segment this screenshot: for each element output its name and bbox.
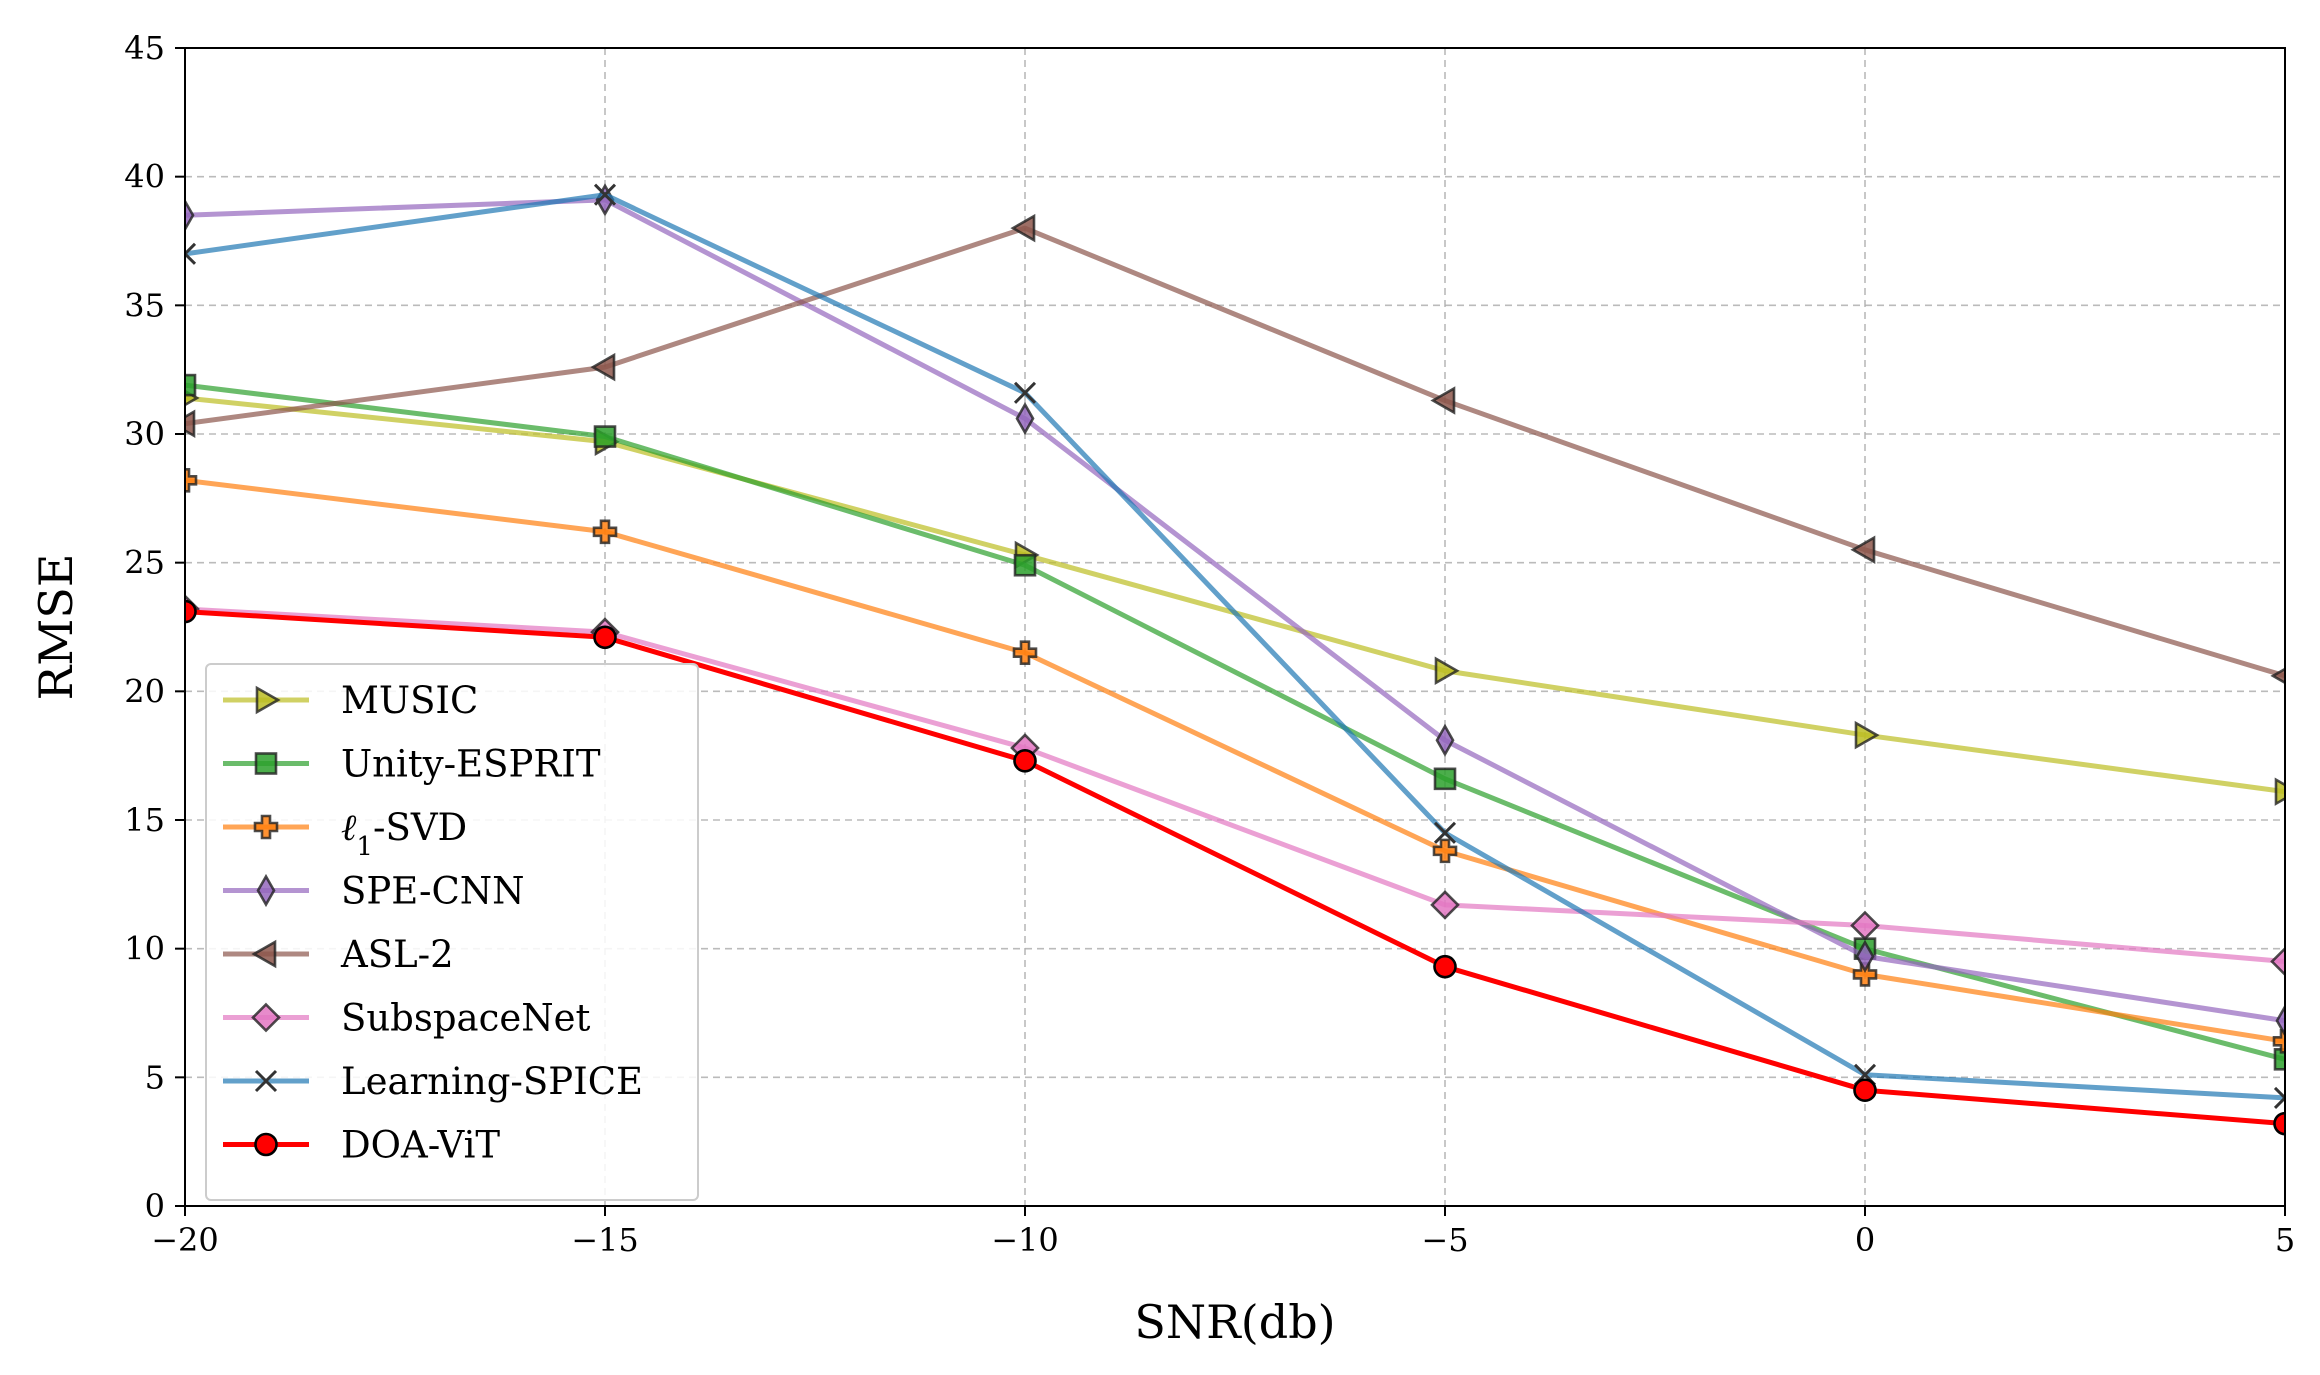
data-point xyxy=(1434,656,1460,685)
data-point xyxy=(2273,1086,2285,1109)
legend-label: Learning-SPICE xyxy=(341,1060,643,1103)
legend-label: MUSIC xyxy=(341,679,478,722)
axes: −20 −15 −10 −5 0 5 0 5 10 15 20 25 30 35 40 45 xyxy=(124,29,2295,1259)
data-point xyxy=(2275,1004,2285,1038)
x-tick-label: −5 xyxy=(1421,1221,1468,1259)
y-tick-label: 35 xyxy=(124,286,165,324)
legend-entry-4: ASL-2 xyxy=(223,933,454,976)
data-point xyxy=(1855,939,1875,974)
legend-entry-7: DOA-ViT xyxy=(223,1124,500,1167)
x-tick-label: 0 xyxy=(1855,1221,1875,1259)
series-2 xyxy=(185,468,2285,1054)
legend-label: DOA-ViT xyxy=(341,1124,500,1167)
y-axis-label: RMSE xyxy=(29,554,83,701)
series-7 xyxy=(185,599,2285,1136)
data-point xyxy=(1432,838,1458,864)
data-point xyxy=(185,198,195,232)
x-tick-label: −10 xyxy=(991,1221,1059,1259)
series-layer xyxy=(185,183,2285,1136)
data-point xyxy=(593,183,617,206)
data-point xyxy=(1430,386,1456,415)
data-point xyxy=(593,625,617,650)
legend-entry-0: MUSIC xyxy=(223,679,478,722)
y-tick-label: 45 xyxy=(124,29,165,67)
legend-label: ASL-2 xyxy=(340,933,454,976)
data-point xyxy=(1850,910,1880,941)
y-tick-label: 10 xyxy=(124,930,165,968)
legend-entry-3: SPE-CNN xyxy=(223,870,525,913)
data-point xyxy=(590,352,616,382)
y-tick-label: 30 xyxy=(124,415,165,453)
legend: MUSIC Unity-ESPRIT ℓ1-SVD SPE-CNN ASL-2 Subsp… xyxy=(205,663,699,1201)
legend-entry-2: ℓ1-SVD xyxy=(223,806,467,862)
series-line xyxy=(185,192,2285,1101)
series-line xyxy=(185,606,2285,965)
y-tick-label: 25 xyxy=(124,544,165,582)
data-point xyxy=(1015,401,1035,436)
data-point xyxy=(1433,821,1457,844)
data-point xyxy=(1850,535,1876,565)
legend-marker xyxy=(251,1002,281,1033)
legend-marker xyxy=(255,685,281,715)
data-point xyxy=(1853,1078,1877,1102)
legend-marker xyxy=(253,814,279,840)
data-point xyxy=(2273,1111,2285,1136)
data-point xyxy=(1854,720,1880,750)
data-point xyxy=(1013,553,1037,577)
y-tick-label: 5 xyxy=(145,1058,165,1096)
data-point xyxy=(1433,767,1457,791)
data-point xyxy=(592,519,618,545)
y-tick-label: 40 xyxy=(124,158,165,196)
series-line xyxy=(185,609,2285,1127)
plot-frame xyxy=(184,47,2286,1207)
data-point xyxy=(2272,1029,2285,1054)
y-tick-label: 20 xyxy=(124,672,165,710)
data-point xyxy=(185,373,197,397)
legend-marker xyxy=(256,873,276,908)
legend-box xyxy=(205,663,699,1201)
x-tick-label: −15 xyxy=(571,1221,639,1259)
legend-label: SPE-CNN xyxy=(341,870,525,913)
data-point xyxy=(1430,890,1460,920)
data-point xyxy=(185,242,197,265)
legend-entry-6: Learning-SPICE xyxy=(223,1060,643,1103)
data-point xyxy=(1013,381,1037,404)
legend-marker xyxy=(251,939,277,969)
data-point xyxy=(1010,213,1036,243)
series-line xyxy=(185,225,2285,679)
data-point xyxy=(1852,962,1878,987)
data-point xyxy=(1435,723,1455,757)
data-point xyxy=(2274,777,2285,806)
series-6 xyxy=(185,183,2285,1109)
data-point xyxy=(185,409,196,438)
legend-entry-5: SubspaceNet xyxy=(223,997,590,1040)
legend-label: Unity-ESPRIT xyxy=(341,743,601,786)
y-tick-label: 15 xyxy=(124,801,165,839)
legend-marker xyxy=(254,1132,278,1157)
series-line xyxy=(185,477,2285,1044)
data-point xyxy=(1013,749,1037,773)
data-point xyxy=(185,468,198,493)
data-point xyxy=(2270,946,2285,977)
x-tick-label: −20 xyxy=(151,1221,219,1259)
data-point xyxy=(1433,954,1457,979)
data-point xyxy=(185,599,197,624)
data-point xyxy=(2273,1048,2285,1071)
series-4 xyxy=(185,213,2285,685)
x-axis-label: SNR(db) xyxy=(1134,1295,1335,1349)
data-point xyxy=(2270,667,2285,685)
legend-entry-1: Unity-ESPRIT xyxy=(223,743,601,786)
y-tick-label: 0 xyxy=(145,1187,165,1225)
data-point xyxy=(593,425,617,448)
x-tick-label: 5 xyxy=(2275,1221,2295,1259)
data-point xyxy=(1012,640,1038,666)
legend-marker xyxy=(254,1069,278,1093)
legend-label: ℓ1-SVD xyxy=(341,806,467,862)
legend-marker xyxy=(254,752,278,775)
legend-label: SubspaceNet xyxy=(341,997,590,1040)
